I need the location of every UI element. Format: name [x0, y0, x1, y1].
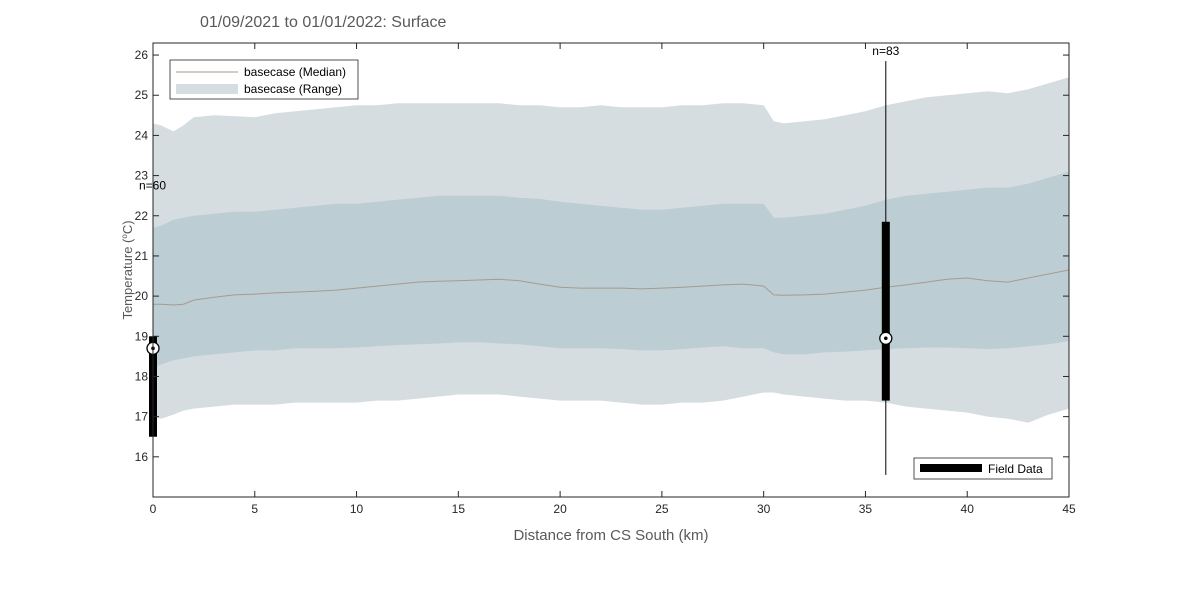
y-tick-label: 20	[135, 289, 149, 303]
x-tick-label: 10	[350, 502, 364, 516]
x-tick-label: 15	[452, 502, 466, 516]
ticks-layer: 0 5 10 15 20 25 30 35 40 45 16 17 18 19 20 21 22 23 24 25 26	[135, 43, 1076, 516]
y-tick-label: 16	[135, 450, 149, 464]
y-tick-label: 24	[135, 128, 149, 142]
x-tick-label: 20	[553, 502, 567, 516]
y-tick-label: 23	[135, 169, 149, 183]
legend-bottom-right: Field Data	[913, 457, 1053, 480]
plot-data-layer	[153, 77, 1069, 423]
y-tick-label: 17	[135, 410, 149, 424]
field-box	[881, 221, 890, 401]
x-tick-label: 35	[859, 502, 873, 516]
x-tick-label: 45	[1062, 502, 1076, 516]
y-tick-label: 22	[135, 209, 149, 223]
field-median-dot	[884, 336, 888, 341]
y-axis-label-degree: o	[120, 234, 129, 239]
range-inner-band	[153, 171, 1069, 369]
legend-top-left: basecase (Median) basecase (Range)	[169, 59, 359, 100]
legend-range-label: basecase (Range)	[244, 82, 342, 96]
median-line	[153, 269, 1069, 306]
x-tick-label: 0	[150, 502, 157, 516]
axes-box	[152, 42, 1070, 498]
x-tick-label: 30	[757, 502, 771, 516]
legend-range-swatch	[176, 84, 238, 94]
legend-field-box	[913, 457, 1053, 480]
y-axis-label: Temperature (oC)	[120, 220, 135, 319]
y-axis-label-main: Temperature (	[120, 238, 135, 320]
y-tick-label: 19	[135, 329, 149, 343]
legend-field-swatch	[920, 464, 982, 472]
field-n-label: n=83	[872, 44, 899, 58]
y-tick-label: 25	[135, 88, 149, 102]
y-tick-label: 18	[135, 369, 149, 383]
y-tick-label: 26	[135, 48, 149, 62]
x-tick-label: 40	[961, 502, 975, 516]
legend-field-label: Field Data	[988, 462, 1043, 476]
chart-title: 01/09/2021 to 01/01/2022: Surface	[200, 14, 447, 31]
y-tick-label: 21	[135, 249, 149, 263]
x-tick-label: 5	[251, 502, 258, 516]
x-tick-label: 25	[655, 502, 669, 516]
legend-median-label: basecase (Median)	[244, 65, 346, 79]
y-axis-label-unit: C)	[120, 220, 135, 234]
x-axis-label: Distance from CS South (km)	[513, 527, 708, 544]
